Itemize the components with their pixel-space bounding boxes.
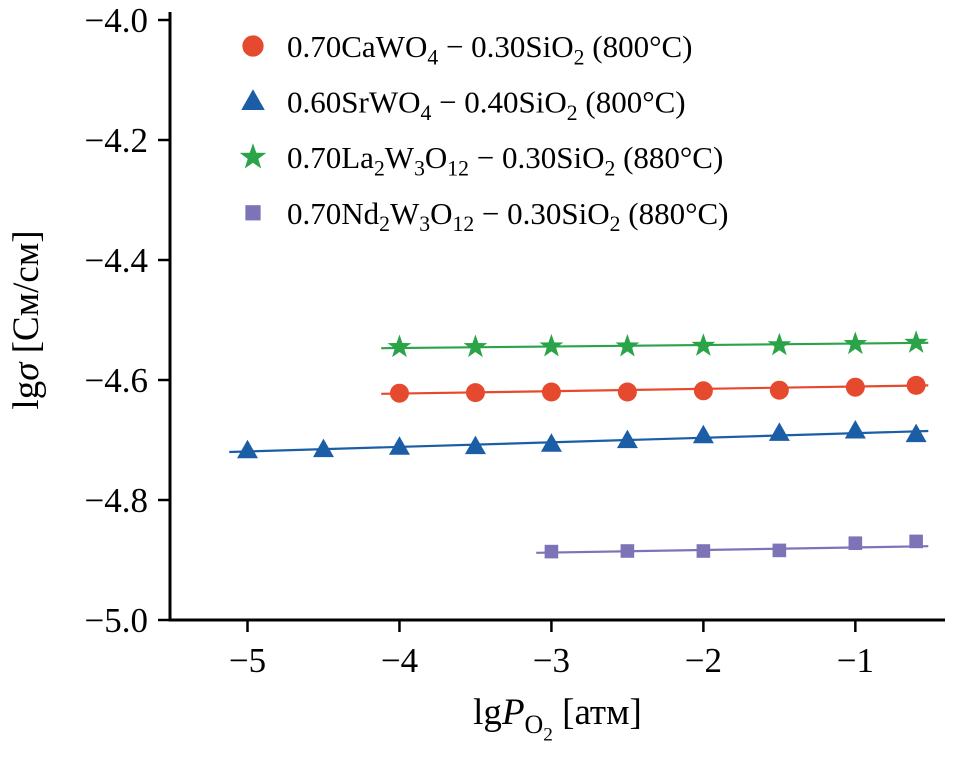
data-point [692,424,714,444]
trend-line [229,429,929,454]
x-tick-label: −1 [837,641,874,680]
series-0 [381,375,929,403]
star-legend-marker [239,143,267,169]
legend-label: 0.70Nd2W3O12 − 0.30SiO2 (880°C) [287,196,728,236]
x-tick-label: −2 [685,641,722,680]
data-point [237,439,258,459]
trend-line [381,341,929,350]
data-point [768,422,790,441]
data-point [616,429,638,449]
square-legend-marker [245,205,261,221]
data-point [696,544,711,558]
data-point [845,377,865,397]
data-point [312,438,334,458]
triangle-legend-marker [241,89,265,110]
data-point [844,420,866,439]
y-tick-label: −4.4 [85,241,149,280]
x-tick-label: −5 [229,641,266,680]
legend: 0.70CaWO4 − 0.30SiO2 (800°C) 0.60SrWO4 − … [239,29,728,236]
legend-item: 0.60SrWO4 − 0.40SiO2 (800°C) [241,85,686,125]
series-1 [229,420,929,459]
axes: −5 −4 −3 −2 −1 −5.0 −4.8 −4.6 −4.4 −4.2 −4.0 lgPO2 … [6,1,945,745]
data-point [539,333,564,357]
x-tick-label: −4 [381,641,418,680]
series-2 [381,330,929,358]
y-tick-label: −4.2 [85,121,149,160]
y-axis-title: lgσ [См/см] [6,230,47,409]
trend-line [536,545,929,554]
data-point [617,382,637,402]
legend-item: 0.70La2W3O12 − 0.30SiO2 (880°C) [239,140,723,181]
data-point [767,332,792,356]
legend-label: 0.60SrWO4 − 0.40SiO2 (800°C) [287,85,686,125]
data-point [909,534,923,549]
y-tick-label: −4.0 [85,1,149,40]
data-point [540,433,562,452]
y-tick-label: −4.6 [85,361,149,400]
x-tick-label: −3 [533,641,570,680]
data-point [691,333,716,356]
y-tick-label: −5.0 [85,601,149,640]
legend-item: 0.70Nd2W3O12 − 0.30SiO2 (880°C) [245,196,728,236]
data-point [389,383,409,403]
legend-label: 0.70CaWO4 − 0.30SiO2 (800°C) [287,29,693,69]
data-point [905,423,927,443]
data-point [544,544,559,559]
circle-legend-marker [242,35,264,57]
data-point [693,381,713,401]
data-point [541,382,561,402]
legend-label: 0.70La2W3O12 − 0.30SiO2 (880°C) [287,140,723,180]
data-point [615,333,640,357]
y-tick-label: −4.8 [85,481,149,520]
series-3 [536,534,929,559]
legend-item: 0.70CaWO4 − 0.30SiO2 (800°C) [242,29,693,69]
data-point [906,375,926,395]
data-point [463,334,488,358]
data-point [904,330,928,353]
data-point [464,435,486,455]
data-point [769,380,789,400]
data-point [387,334,412,358]
data-point [620,544,635,558]
data-point [848,536,863,550]
data-point [465,383,485,403]
data-point [843,331,868,355]
data-point [388,436,410,455]
x-axis-title: lgPO2 [атм] [473,692,642,745]
data-point [772,543,787,558]
